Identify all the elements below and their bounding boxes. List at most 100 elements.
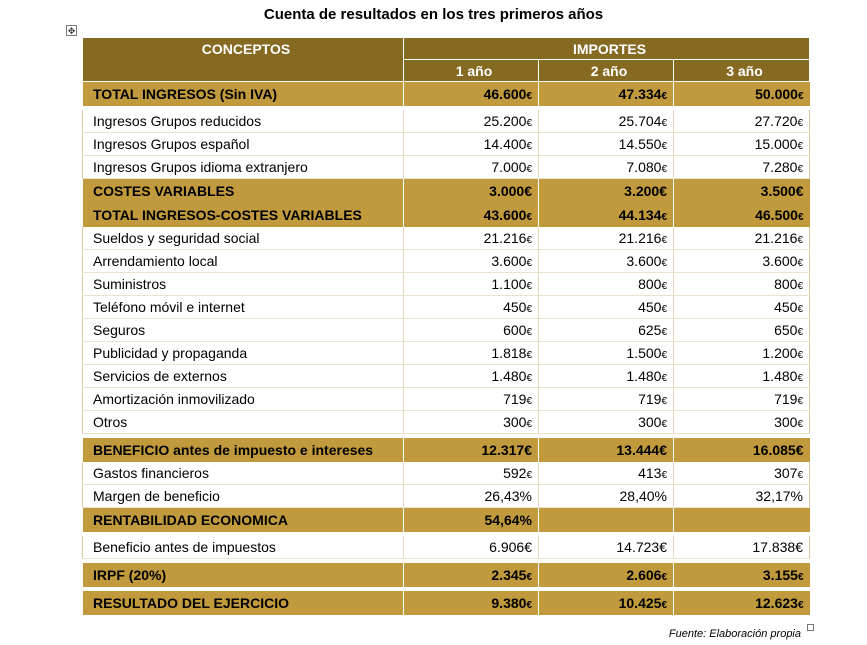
- row-label: Seguros: [82, 318, 404, 342]
- row-value-year-3: 307€: [673, 461, 810, 485]
- value-text: 800: [638, 276, 662, 292]
- euro-symbol: €: [526, 373, 532, 384]
- euro-symbol: €: [661, 327, 667, 338]
- euro-symbol: €: [526, 599, 532, 611]
- row-value-year-1: 719€: [403, 387, 539, 411]
- row-value-year-1: 592€: [403, 461, 539, 485]
- row-value-year-3: 21.216€: [673, 226, 810, 250]
- table-row: Margen de beneficio 26,43% 28,40% 32,17%: [82, 484, 810, 508]
- value-text: 43.600: [483, 206, 527, 223]
- value-text: 300: [503, 414, 527, 430]
- value-text: 17.838€: [752, 538, 803, 555]
- row-value-year-2: 625€: [538, 318, 674, 342]
- row-label: Sueldos y seguridad social: [82, 226, 404, 250]
- euro-symbol: €: [526, 281, 532, 292]
- row-value-year-2: 300€: [538, 410, 674, 434]
- value-text: 9.380: [491, 594, 527, 611]
- row-value-year-1: 3.000€: [403, 178, 539, 203]
- value-text: 13.444€: [616, 441, 667, 458]
- table-row: Ingresos Grupos idioma extranjero 7.000€ 7…: [82, 155, 810, 179]
- table-row: Suministros 1.100€ 800€ 800€: [82, 272, 810, 296]
- row-value-year-2: 14.723€: [538, 535, 674, 559]
- euro-symbol: €: [797, 234, 803, 246]
- euro-symbol: €: [526, 258, 532, 269]
- row-value-year-2: 450€: [538, 295, 674, 319]
- header-concepts: CONCEPTOS: [82, 37, 404, 82]
- row-value-year-3: 15.000€: [673, 132, 810, 156]
- value-text: 7.000: [491, 159, 527, 175]
- value-text: 1.100: [491, 276, 527, 292]
- value-text: 21.216: [483, 229, 527, 246]
- table-row: Ingresos Grupos español 14.400€ 14.550€ 15.…: [82, 132, 810, 156]
- value-text: 10.425: [618, 594, 662, 611]
- row-value-year-2: 1.480€: [538, 364, 674, 388]
- row-value-year-1: 43.600€: [403, 202, 539, 227]
- row-value-year-3: 27.720€: [673, 109, 810, 133]
- value-text: 300: [638, 414, 662, 430]
- euro-symbol: €: [526, 396, 532, 407]
- table-row: Arrendamiento local 3.600€ 3.600€ 3.600€: [82, 249, 810, 273]
- row-value-year-1: 3.600€: [403, 249, 539, 273]
- row-value-year-2: 28,40%: [538, 484, 674, 508]
- value-text: 12.317€: [481, 441, 532, 458]
- move-anchor-icon[interactable]: ✥: [66, 25, 77, 36]
- euro-symbol: €: [526, 141, 532, 152]
- results-table: CONCEPTOS IMPORTES 1 año 2 año 3 año TOT…: [82, 37, 810, 615]
- table-row: RENTABILIDAD ECONOMICA 54,64%: [82, 507, 810, 532]
- row-value-year-2: 44.134€: [538, 202, 674, 227]
- row-value-year-2: [538, 507, 674, 532]
- euro-symbol: €: [797, 469, 803, 481]
- table-row: Gastos financieros 592€ 413€ 307€: [82, 461, 810, 485]
- row-value-year-3: 650€: [673, 318, 810, 342]
- row-value-year-2: 2.606€: [538, 562, 674, 587]
- row-label: IRPF (20%): [82, 562, 404, 587]
- row-value-year-1: 6.906€: [403, 535, 539, 559]
- row-value-year-3: 50.000€: [673, 81, 810, 106]
- row-value-year-2: 10.425€: [538, 590, 674, 615]
- euro-symbol: €: [797, 373, 803, 384]
- table-row: Ingresos Grupos reducidos 25.200€ 25.704€ 2…: [82, 109, 810, 133]
- table-row: Otros 300€ 300€ 300€: [82, 410, 810, 434]
- euro-symbol: €: [661, 164, 667, 175]
- euro-symbol: €: [797, 327, 803, 338]
- value-text: 16.085€: [752, 441, 804, 458]
- value-text: 12.623: [755, 594, 798, 611]
- value-text: 6.906€: [489, 538, 532, 555]
- header-amounts: IMPORTES: [403, 37, 810, 60]
- row-label: Servicios de externos: [82, 364, 404, 388]
- table-row: TOTAL INGRESOS (Sin IVA) 46.600€ 47.334€ 50…: [82, 81, 810, 106]
- value-text: 3.155: [762, 566, 798, 583]
- euro-symbol: €: [526, 234, 532, 246]
- euro-symbol: €: [661, 304, 667, 315]
- row-label: Beneficio antes de impuestos: [82, 535, 404, 559]
- euro-symbol: €: [526, 327, 532, 338]
- euro-symbol: €: [526, 419, 532, 430]
- euro-symbol: €: [526, 211, 532, 223]
- euro-symbol: €: [526, 571, 532, 583]
- value-text: 44.134: [618, 206, 662, 223]
- value-text: 1.818: [491, 345, 527, 361]
- euro-symbol: €: [661, 419, 667, 430]
- value-text: 32,17%: [755, 488, 803, 504]
- euro-symbol: €: [661, 281, 667, 292]
- row-value-year-3: 3.600€: [673, 249, 810, 273]
- value-text: 47.334: [618, 85, 662, 102]
- row-value-year-1: 25.200€: [403, 109, 539, 133]
- value-text: 307: [774, 464, 798, 481]
- euro-symbol: €: [526, 164, 532, 175]
- euro-symbol: €: [526, 117, 532, 129]
- value-text: 7.280: [762, 159, 798, 175]
- value-text: 27.720: [754, 112, 798, 129]
- euro-symbol: €: [797, 419, 803, 430]
- value-text: 3.600: [491, 253, 527, 269]
- euro-symbol: €: [797, 117, 803, 129]
- euro-symbol: €: [661, 141, 667, 152]
- header-year-2: 2 año: [538, 59, 674, 82]
- row-value-year-1: 46.600€: [403, 81, 539, 106]
- table-resize-handle[interactable]: [807, 624, 814, 631]
- table-row: Beneficio antes de impuestos 6.906€ 14.723…: [82, 535, 810, 559]
- value-text: 625: [638, 322, 662, 338]
- row-value-year-1: 9.380€: [403, 590, 539, 615]
- euro-symbol: €: [797, 350, 803, 361]
- euro-symbol: €: [661, 373, 667, 384]
